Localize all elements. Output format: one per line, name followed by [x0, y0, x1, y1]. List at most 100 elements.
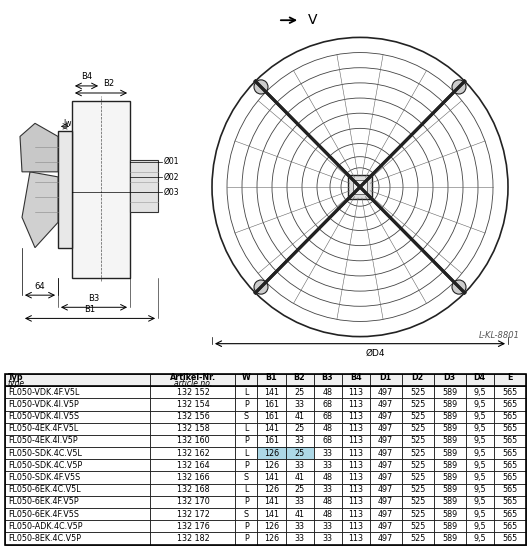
Circle shape	[452, 280, 466, 294]
Bar	[258, 386, 286, 398]
Text: 9,5: 9,5	[473, 485, 486, 494]
Bar	[313, 459, 341, 471]
Text: 113: 113	[348, 534, 363, 543]
Bar	[341, 447, 370, 459]
Bar	[258, 423, 286, 435]
Text: 589: 589	[442, 497, 457, 507]
Bar	[5, 471, 150, 483]
Bar	[401, 520, 434, 532]
Text: 33: 33	[295, 437, 304, 446]
Text: 525: 525	[410, 534, 425, 543]
Text: 126: 126	[264, 534, 279, 543]
Text: P: P	[244, 400, 249, 409]
Text: 132 182: 132 182	[177, 534, 209, 543]
Text: 497: 497	[378, 522, 393, 531]
Bar	[401, 508, 434, 520]
Text: 9,5: 9,5	[473, 424, 486, 433]
Text: 141: 141	[264, 497, 279, 507]
Text: 497: 497	[378, 424, 393, 433]
Text: 33: 33	[322, 534, 332, 543]
Bar	[150, 496, 235, 508]
Text: 565: 565	[502, 437, 517, 446]
Polygon shape	[22, 172, 58, 248]
Bar	[466, 447, 494, 459]
Text: 48: 48	[322, 473, 332, 482]
Text: 25: 25	[294, 424, 305, 433]
Text: 68: 68	[322, 412, 332, 421]
Text: 525: 525	[410, 509, 425, 519]
Text: FL050-ADK.4C.V5P: FL050-ADK.4C.V5P	[8, 522, 82, 531]
Text: 33: 33	[322, 485, 332, 494]
Text: 497: 497	[378, 437, 393, 446]
Text: lw: lw	[64, 119, 72, 128]
Text: 48: 48	[322, 388, 332, 397]
Text: B1: B1	[266, 373, 277, 382]
Text: 113: 113	[348, 412, 363, 421]
Text: FL050-VDK.4I.V5S: FL050-VDK.4I.V5S	[8, 412, 79, 421]
Text: E: E	[507, 373, 512, 382]
Text: B4: B4	[81, 72, 92, 81]
Text: 525: 525	[410, 449, 425, 458]
Text: 132 166: 132 166	[177, 473, 209, 482]
Bar	[401, 496, 434, 508]
Bar	[341, 374, 370, 386]
Text: 113: 113	[348, 485, 363, 494]
Text: 565: 565	[502, 388, 517, 397]
Text: 132 168: 132 168	[177, 485, 209, 494]
Bar	[150, 435, 235, 447]
Text: 525: 525	[410, 437, 425, 446]
Text: 113: 113	[348, 437, 363, 446]
Bar	[313, 483, 341, 496]
Bar	[401, 483, 434, 496]
Bar	[235, 496, 258, 508]
Text: 589: 589	[442, 473, 457, 482]
Bar	[341, 496, 370, 508]
Text: 132 158: 132 158	[177, 424, 209, 433]
Text: 589: 589	[442, 388, 457, 397]
Text: W: W	[242, 373, 251, 382]
Text: S: S	[244, 473, 249, 482]
Text: 113: 113	[348, 509, 363, 519]
Text: 9,5: 9,5	[473, 437, 486, 446]
Text: 33: 33	[295, 497, 304, 507]
Text: FL050-6EK.4F.V5P: FL050-6EK.4F.V5P	[8, 497, 79, 507]
Text: B2: B2	[104, 79, 115, 88]
Text: 126: 126	[264, 522, 279, 531]
Text: 33: 33	[322, 522, 332, 531]
Bar	[434, 496, 466, 508]
Text: 25: 25	[294, 388, 305, 397]
Bar	[235, 386, 258, 398]
Text: 161: 161	[264, 412, 279, 421]
Bar	[494, 447, 526, 459]
Bar	[466, 508, 494, 520]
Text: 132 176: 132 176	[177, 522, 209, 531]
Text: FL050-6EK.4F.V5S: FL050-6EK.4F.V5S	[8, 509, 79, 519]
Text: 33: 33	[295, 461, 304, 470]
Bar	[370, 447, 401, 459]
Text: P: P	[244, 437, 249, 446]
Text: L: L	[244, 485, 249, 494]
Circle shape	[452, 80, 466, 94]
Text: 589: 589	[442, 412, 457, 421]
Bar	[5, 532, 150, 544]
Text: 525: 525	[410, 400, 425, 409]
Text: 33: 33	[322, 461, 332, 470]
Bar	[150, 410, 235, 423]
Text: 41: 41	[295, 412, 304, 421]
Text: 565: 565	[502, 400, 517, 409]
Bar	[370, 386, 401, 398]
Bar	[434, 374, 466, 386]
Text: FL050-4EK.4I.V5P: FL050-4EK.4I.V5P	[8, 437, 78, 446]
Bar	[286, 496, 313, 508]
Text: 497: 497	[378, 461, 393, 470]
Bar	[466, 471, 494, 483]
Bar	[235, 410, 258, 423]
Bar	[286, 471, 313, 483]
Text: 589: 589	[442, 534, 457, 543]
Text: B4: B4	[350, 373, 362, 382]
Bar	[150, 508, 235, 520]
Text: 525: 525	[410, 473, 425, 482]
Text: 113: 113	[348, 449, 363, 458]
Bar	[401, 435, 434, 447]
Bar	[494, 435, 526, 447]
